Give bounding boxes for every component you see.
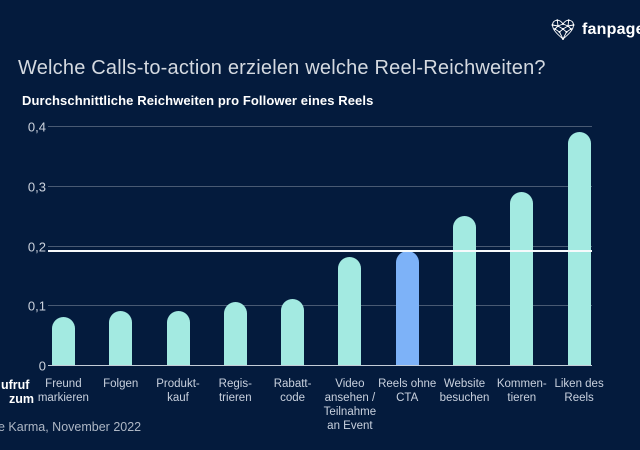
gridline	[48, 185, 592, 187]
brand-name: fanpage	[582, 21, 640, 38]
x-category-label: Website besuchen	[439, 378, 490, 404]
x-category-label: Regis- trieren	[218, 378, 252, 404]
x-category-label: Produkt- kauf	[156, 378, 200, 404]
y-tick-label: 0,4	[27, 119, 46, 135]
brand-logo: fanpage	[551, 19, 640, 41]
x-axis-caption-line2: zum	[9, 392, 34, 406]
chart-subtitle: Durchschnittliche Reichweiten pro Follow…	[22, 93, 374, 108]
y-tick-label: 0,2	[27, 239, 46, 254]
x-axis-line	[48, 365, 592, 366]
gridline	[48, 126, 592, 127]
bar	[281, 299, 305, 365]
bar	[453, 215, 476, 365]
x-category-label: Liken des Reels	[554, 378, 604, 404]
bar	[166, 311, 190, 365]
x-category-label: Rabatt- code	[273, 378, 312, 404]
network-heart-icon	[551, 19, 575, 40]
x-axis-caption-line1: ufruf	[1, 378, 30, 392]
y-tick-label: 0,1	[27, 298, 46, 314]
gridline	[48, 305, 592, 307]
x-category-label: Reels ohne CTA	[378, 378, 437, 404]
y-tick-label: 0,3	[27, 179, 46, 195]
reference-line	[48, 250, 592, 253]
bar	[510, 191, 534, 365]
bar	[109, 311, 133, 365]
x-category-label: Kommen- tieren	[496, 378, 547, 404]
bar	[51, 317, 75, 365]
x-category-label: Video ansehen / Teilnahme an Event	[323, 378, 377, 432]
y-tick-label: 0	[38, 358, 46, 374]
bar-highlighted	[395, 251, 419, 365]
source-note: e Karma, November 2022	[0, 420, 142, 434]
bar	[338, 257, 362, 365]
page-title: Welche Calls-to-action erzielen welche R…	[18, 57, 546, 79]
gridline	[48, 245, 592, 247]
x-category-label: Freund markieren	[37, 378, 89, 404]
x-category-label: Folgen	[103, 378, 139, 390]
bar	[223, 302, 247, 365]
bar	[567, 131, 591, 365]
